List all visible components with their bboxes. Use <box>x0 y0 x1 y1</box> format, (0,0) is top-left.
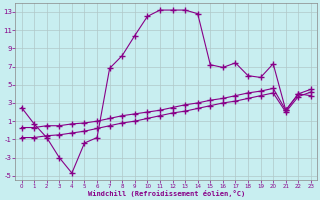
X-axis label: Windchill (Refroidissement éolien,°C): Windchill (Refroidissement éolien,°C) <box>88 190 245 197</box>
